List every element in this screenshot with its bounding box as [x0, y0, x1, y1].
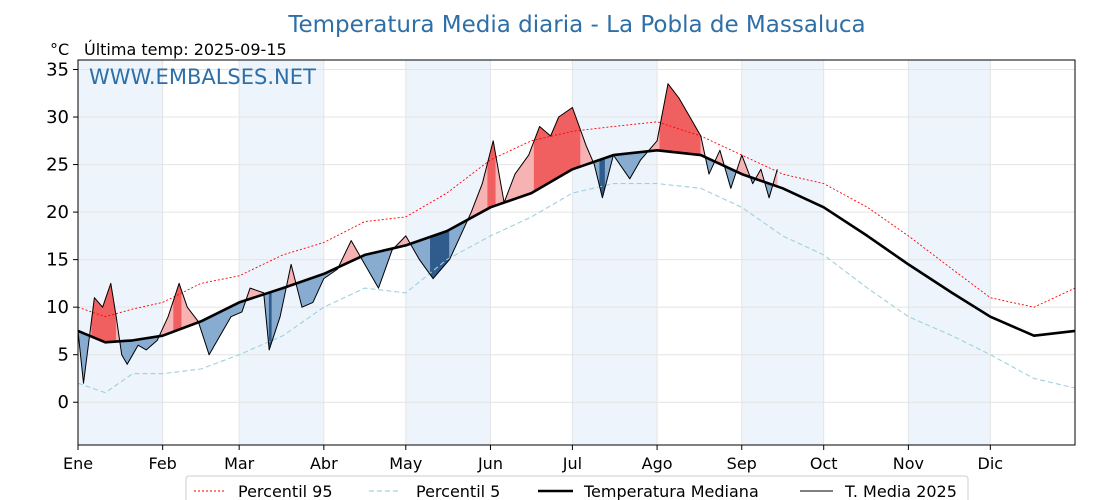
fill-above-median: [550, 129, 554, 183]
fill-below-median: [304, 279, 308, 307]
fill-below-median: [427, 236, 431, 276]
fill-above-median: [566, 108, 570, 174]
last-temp-label: Última temp: 2025-09-15: [84, 40, 287, 59]
fill-above-median: [539, 125, 543, 189]
x-tick-label: Feb: [149, 454, 177, 473]
series-line-temperatura-mediana: [77, 149, 1076, 344]
fill-above-median: [561, 112, 565, 177]
fill-above-median: [514, 169, 519, 200]
fill-above-median: [522, 157, 527, 197]
x-tick-label: May: [389, 454, 422, 473]
legend-label-median: Temperatura Mediana: [583, 482, 759, 500]
x-tick-label: Mar: [224, 454, 255, 473]
fill-above-median: [675, 93, 680, 154]
fill-below-median: [307, 278, 311, 306]
fill-below-median: [211, 314, 215, 352]
fill-above-median: [563, 110, 568, 175]
y-tick-label: 25: [46, 155, 69, 176]
month-band: [908, 60, 991, 445]
fill-below-median: [309, 277, 314, 305]
fill-above-median: [670, 86, 674, 153]
x-tick-label: Oct: [810, 454, 838, 473]
legend-label-p5: Percentil 5: [416, 482, 500, 500]
y-tick-label: 30: [46, 107, 69, 128]
fill-above-median: [531, 140, 535, 194]
fill-above-median: [525, 154, 529, 196]
y-tick-label: 35: [46, 60, 69, 81]
fill-above-median: [673, 90, 677, 153]
legend: Percentil 95 Percentil 5 Temperatura Med…: [185, 475, 969, 500]
fill-above-median: [569, 106, 573, 172]
series-lines: [77, 83, 1076, 394]
legend-label-p95: Percentil 95: [238, 482, 333, 500]
x-tick-label: Ago: [642, 454, 673, 473]
x-axis: Ene Feb Mar Abr May Jun Jul Ago Sep Oct Nov Dic: [63, 445, 1003, 473]
month-bands: [78, 60, 991, 445]
fill-below-median: [301, 280, 306, 308]
fill-below-median: [375, 251, 379, 290]
fill-below-median: [435, 233, 439, 277]
fill-above-median: [520, 161, 524, 198]
x-tick-label: Nov: [893, 454, 924, 473]
fill-above-median: [681, 101, 685, 154]
fill-above-median: [555, 116, 560, 180]
fill-above-median: [107, 283, 112, 343]
x-tick-label: Jun: [477, 454, 503, 473]
month-band: [78, 60, 163, 445]
fill-above-median: [574, 115, 579, 169]
fill-below-median: [443, 230, 448, 267]
fill-above-median: [686, 111, 691, 155]
month-band: [572, 60, 658, 445]
fill-above-median: [533, 133, 538, 193]
y-tick-label: 10: [46, 297, 69, 318]
fill-below-median: [424, 237, 428, 272]
x-tick-label: Sep: [727, 454, 757, 473]
fill-above-median: [517, 165, 521, 199]
fill-above-median: [678, 96, 682, 154]
fill-above-median: [94, 296, 98, 340]
y-axis: 0 5 10 15 20 25 30 35: [46, 60, 78, 413]
legend-label-2025: T. Media 2025: [844, 482, 957, 500]
chart-title: Temperatura Media diaria - La Pobla de M…: [287, 12, 865, 38]
series-line-percentil-95: [77, 121, 1076, 318]
fill-above-median: [536, 126, 540, 191]
plot-frame: [77, 59, 1076, 446]
x-tick-label: Ene: [63, 454, 93, 473]
fill-above-median: [96, 300, 101, 341]
fill-above-median: [667, 82, 672, 153]
fill-above-median: [552, 123, 557, 181]
fill-below-median: [432, 234, 437, 280]
y-tick-label: 5: [58, 345, 69, 366]
fill-below-median: [208, 315, 213, 356]
fill-above-median: [544, 130, 549, 186]
series-line-t-media-2025: [77, 83, 778, 384]
fill-above-median: [689, 115, 693, 155]
fill-above-median: [572, 107, 576, 170]
series-line-percentil-5: [77, 183, 1076, 394]
x-tick-label: Abr: [310, 454, 338, 473]
x-tick-label: Dic: [978, 454, 1004, 473]
x-tick-label: Jul: [562, 454, 582, 473]
month-band: [239, 60, 324, 445]
legend-box: [185, 475, 969, 500]
y-tick-label: 0: [58, 392, 69, 413]
fill-below-median: [438, 232, 442, 274]
fill-above-median: [99, 303, 103, 342]
unit-label: °C: [50, 40, 69, 59]
fill-above-median: [558, 114, 562, 178]
y-tick-label: 20: [46, 202, 69, 223]
fill-below-median: [421, 238, 426, 269]
y-tick-label: 15: [46, 250, 69, 271]
fill-above-median: [547, 133, 551, 185]
month-band: [741, 60, 824, 445]
watermark: WWW.EMBALSES.NET: [89, 65, 316, 89]
